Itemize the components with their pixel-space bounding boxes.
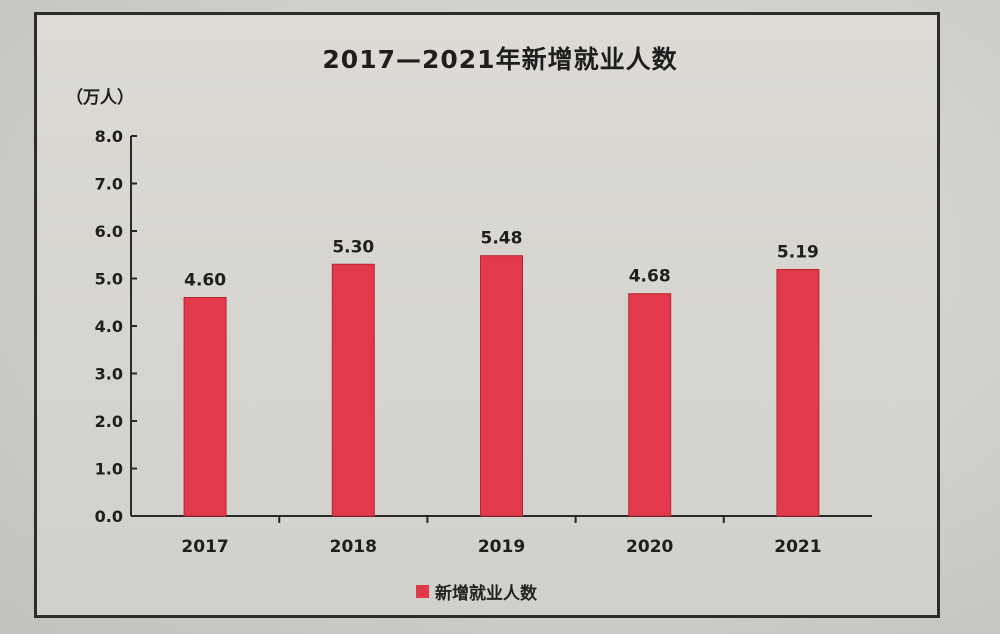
legend-swatch	[416, 585, 429, 598]
y-axis-label: （万人）	[66, 87, 134, 108]
x-tick-label: 2017	[181, 537, 228, 557]
y-tick-label: 8.0	[95, 127, 123, 146]
bar	[628, 293, 672, 517]
data-label: 4.60	[184, 271, 226, 291]
y-tick-label: 3.0	[95, 365, 123, 384]
x-tick-label: 2021	[774, 537, 821, 557]
x-tick-label: 2020	[626, 537, 673, 557]
data-label: 5.30	[332, 237, 374, 257]
bar	[331, 263, 375, 517]
legend-label: 新增就业人数	[435, 584, 537, 604]
x-tick-label: 2019	[478, 537, 525, 557]
data-label: 5.19	[777, 242, 819, 262]
bar	[480, 255, 523, 517]
data-label: 5.48	[481, 229, 523, 249]
y-tick-label: 0.0	[95, 507, 123, 526]
chart-title: 2017—2021年新增就业人数	[322, 45, 678, 74]
bar	[776, 268, 820, 517]
bar	[183, 297, 227, 517]
y-tick-label: 2.0	[95, 412, 123, 431]
data-label: 4.68	[629, 267, 671, 287]
y-tick-label: 6.0	[95, 222, 123, 241]
y-tick-label: 5.0	[95, 270, 123, 289]
legend: 新增就业人数	[416, 579, 537, 604]
y-tick-label: 7.0	[95, 175, 123, 194]
x-tick-label: 2018	[330, 537, 377, 557]
y-tick-label: 4.0	[95, 317, 123, 336]
y-tick-label: 1.0	[95, 460, 123, 479]
